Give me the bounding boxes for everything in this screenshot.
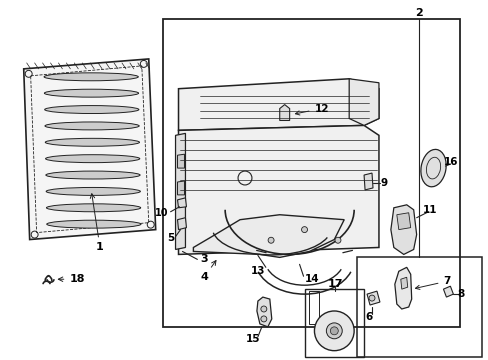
Ellipse shape bbox=[45, 138, 139, 146]
Ellipse shape bbox=[45, 155, 140, 163]
Text: 2: 2 bbox=[414, 8, 422, 18]
Circle shape bbox=[260, 306, 266, 312]
Polygon shape bbox=[390, 205, 416, 255]
Text: 11: 11 bbox=[423, 205, 437, 215]
Text: 13: 13 bbox=[250, 266, 264, 276]
Ellipse shape bbox=[45, 122, 139, 130]
Polygon shape bbox=[24, 59, 155, 239]
Text: 6: 6 bbox=[365, 312, 372, 322]
Polygon shape bbox=[177, 181, 184, 195]
Text: 14: 14 bbox=[304, 274, 319, 284]
Text: 1: 1 bbox=[90, 194, 103, 252]
Polygon shape bbox=[364, 173, 372, 190]
Text: 5: 5 bbox=[167, 233, 174, 243]
Circle shape bbox=[267, 237, 273, 243]
Text: 3: 3 bbox=[200, 255, 207, 264]
Polygon shape bbox=[178, 125, 378, 255]
Polygon shape bbox=[178, 79, 378, 130]
Circle shape bbox=[368, 295, 374, 301]
Polygon shape bbox=[177, 198, 186, 208]
Circle shape bbox=[301, 227, 307, 233]
Text: 8: 8 bbox=[457, 289, 464, 299]
Polygon shape bbox=[366, 291, 379, 305]
Polygon shape bbox=[177, 218, 186, 230]
Polygon shape bbox=[400, 277, 407, 289]
Polygon shape bbox=[256, 297, 271, 327]
Text: 9: 9 bbox=[380, 178, 387, 188]
Polygon shape bbox=[177, 154, 184, 168]
Polygon shape bbox=[394, 267, 411, 309]
Text: 17: 17 bbox=[327, 279, 343, 289]
Ellipse shape bbox=[46, 204, 141, 212]
Circle shape bbox=[314, 311, 353, 351]
Circle shape bbox=[330, 327, 338, 335]
Text: 4: 4 bbox=[200, 261, 216, 282]
Ellipse shape bbox=[44, 89, 138, 97]
Circle shape bbox=[325, 323, 342, 339]
Polygon shape bbox=[443, 286, 452, 297]
Polygon shape bbox=[175, 133, 185, 249]
Polygon shape bbox=[279, 105, 289, 121]
Polygon shape bbox=[193, 215, 344, 257]
Ellipse shape bbox=[46, 188, 140, 195]
Circle shape bbox=[334, 237, 340, 243]
Text: 12: 12 bbox=[295, 104, 328, 115]
Circle shape bbox=[260, 316, 266, 322]
Ellipse shape bbox=[44, 73, 138, 81]
Text: 10: 10 bbox=[155, 208, 168, 218]
Polygon shape bbox=[348, 79, 378, 125]
Text: 18: 18 bbox=[58, 274, 85, 284]
Ellipse shape bbox=[44, 105, 139, 113]
Ellipse shape bbox=[420, 149, 445, 187]
Ellipse shape bbox=[47, 220, 141, 228]
Text: 7: 7 bbox=[415, 276, 450, 289]
Ellipse shape bbox=[46, 171, 140, 179]
Polygon shape bbox=[396, 213, 410, 230]
Text: 15: 15 bbox=[245, 334, 260, 344]
Text: 16: 16 bbox=[443, 157, 458, 167]
